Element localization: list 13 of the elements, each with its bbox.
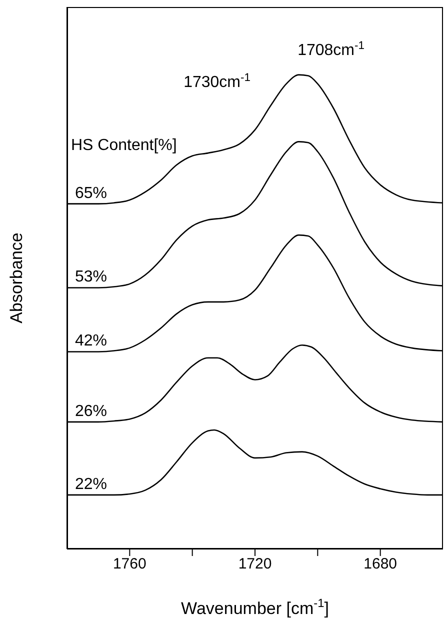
- series-label: 53%: [75, 268, 108, 286]
- x-tick-label: 1680: [364, 556, 398, 573]
- annotation: 1730cm$^{-1}$: [184, 72, 250, 91]
- y-axis-title: Absorbance: [7, 232, 26, 324]
- series-label: 42%: [75, 332, 108, 350]
- x-tick-label: 1760: [112, 556, 146, 573]
- x-axis-title: Wavenumber [cm$^{-1}$]: [181, 596, 329, 618]
- series-label: 65%: [75, 184, 108, 202]
- series-label: 26%: [75, 402, 108, 420]
- text: 1708cm$^{-1}$: [298, 40, 364, 59]
- x-tick-label: 1720: [238, 556, 272, 573]
- series-label: 22%: [75, 476, 108, 493]
- legend-title: HS Content[%]: [71, 136, 177, 154]
